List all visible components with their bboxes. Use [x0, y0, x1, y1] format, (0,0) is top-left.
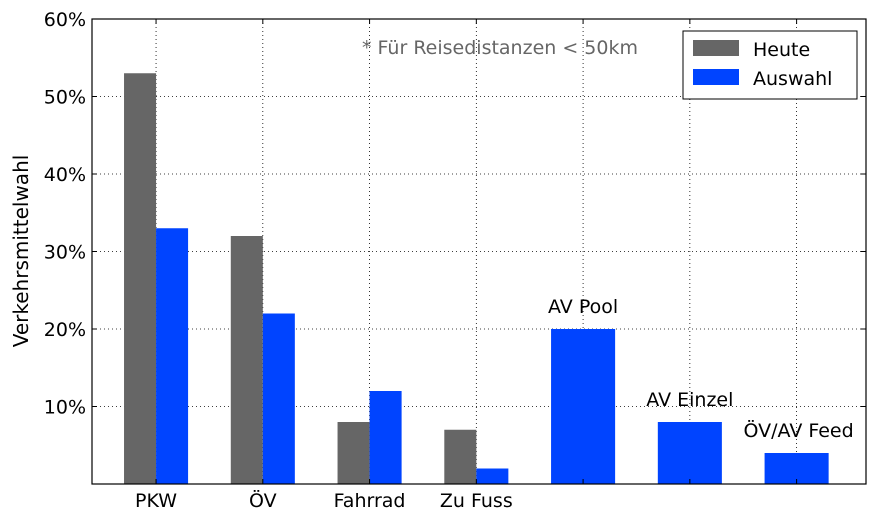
chart-note: * Für Reisedistanzen < 50km	[362, 37, 638, 59]
bar-auswahl-4	[476, 468, 509, 484]
y-tick-label: 30%	[44, 242, 86, 264]
ticks: 10% 20% 30% 40% 50% 60%	[44, 9, 866, 484]
bar-heute-3	[337, 422, 370, 484]
legend-label: Auswahl	[753, 68, 832, 90]
x-tick-label: Fahrrad	[334, 490, 406, 512]
bar-auswahl-3	[369, 391, 402, 484]
legend-label: Heute	[753, 39, 810, 61]
bar-auswahl-2	[262, 313, 295, 484]
y-axis-label: Verkehrsmittelwahl	[9, 155, 33, 348]
bar-annotation: ÖV/AV Feed	[744, 419, 854, 442]
y-tick-label: 40%	[44, 164, 86, 186]
bar-heute-2	[230, 236, 263, 484]
bar-annotation: AV Einzel	[646, 389, 733, 411]
bar-extra-1	[551, 329, 616, 484]
bars	[124, 73, 829, 484]
bar-extra-3	[764, 453, 829, 484]
y-tick-label: 10%	[44, 397, 86, 419]
bar-auswahl-1	[156, 228, 189, 484]
legend-swatch	[693, 40, 739, 56]
legend: Heute Auswahl	[682, 30, 858, 100]
labels: PKW ÖV Fahrrad Zu Fuss AV Pool AV Einzel ÖV/AV…	[135, 296, 854, 512]
x-tick-label: ÖV	[249, 489, 277, 512]
y-tick-label: 50%	[44, 87, 86, 109]
x-tick-label: Zu Fuss	[440, 490, 513, 512]
bar-annotation: AV Pool	[548, 296, 618, 318]
bar-extra-2	[657, 422, 722, 484]
y-tick-label: 60%	[44, 9, 86, 31]
legend-swatch	[693, 69, 739, 85]
x-tick-label: PKW	[135, 490, 177, 512]
bar-heute-1	[124, 73, 157, 484]
y-tick-label: 20%	[44, 319, 86, 341]
bar-heute-4	[444, 429, 477, 484]
